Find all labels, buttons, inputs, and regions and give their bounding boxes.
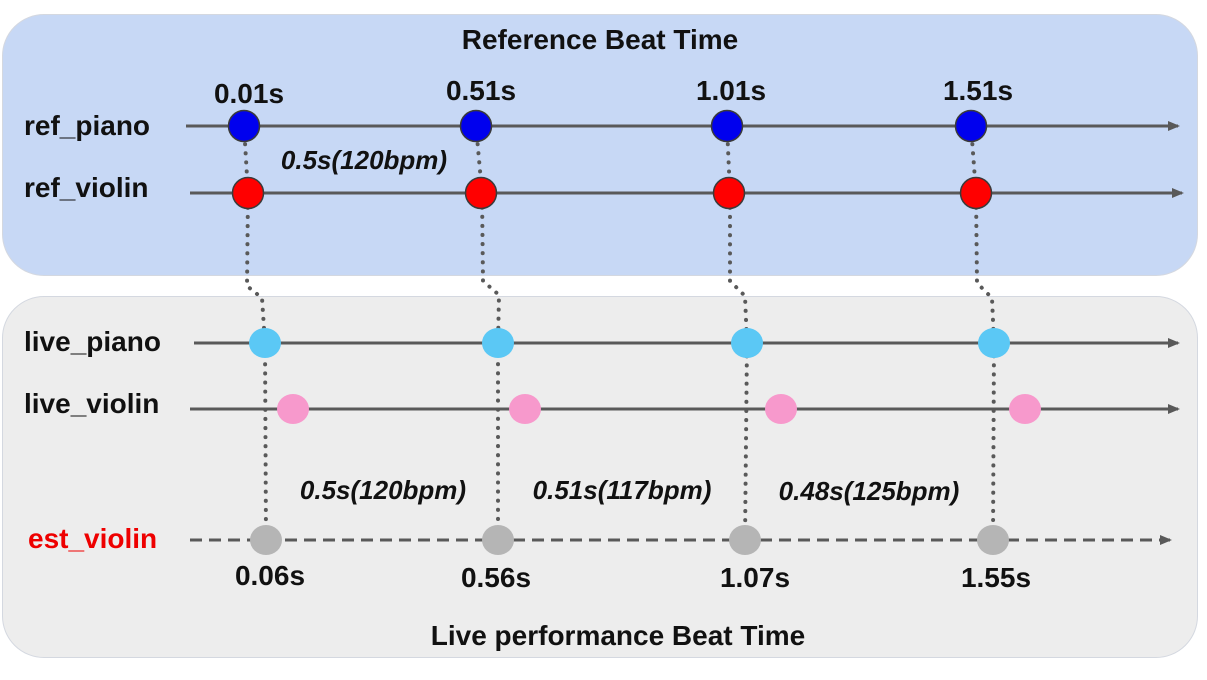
est-violin-beat-dot bbox=[977, 525, 1009, 555]
est-violin-beat-dot bbox=[482, 525, 514, 555]
ref-piano-beat-dot bbox=[227, 109, 261, 143]
ref-piano-beat-dot bbox=[954, 109, 988, 143]
est-beat-time-label: 0.56s bbox=[461, 562, 531, 593]
est-violin-beat-dot bbox=[250, 525, 282, 555]
live-interval-label: 0.48s(125bpm) bbox=[779, 476, 960, 506]
est-beat-time-label: 0.06s bbox=[235, 560, 305, 591]
ref-piano-label: ref_piano bbox=[24, 110, 150, 141]
live-interval-label: 0.51s(117bpm) bbox=[533, 475, 712, 505]
reference-panel-background bbox=[2, 14, 1198, 276]
ref-beat-time-label: 0.51s bbox=[446, 75, 516, 106]
ref-beat-time-label: 1.51s bbox=[943, 75, 1013, 106]
live-piano-beat-dot bbox=[482, 328, 514, 358]
live-violin-beat-dot bbox=[765, 394, 797, 424]
ref-beat-time-label: 1.01s bbox=[696, 75, 766, 106]
ref-piano-beat-dot bbox=[710, 109, 744, 143]
live-violin-beat-dot bbox=[277, 394, 309, 424]
ref-violin-beat-dot bbox=[959, 176, 993, 210]
ref-violin-beat-dot bbox=[464, 176, 498, 210]
ref-beat-time-label: 0.01s bbox=[214, 78, 284, 109]
live-piano-beat-dot bbox=[731, 328, 763, 358]
live-piano-beat-dot bbox=[978, 328, 1010, 358]
live-violin-beat-dot bbox=[509, 394, 541, 424]
live-piano-beat-dot bbox=[249, 328, 281, 358]
live-panel-title: Live performance Beat Time bbox=[431, 620, 806, 651]
ref-violin-label: ref_violin bbox=[24, 172, 148, 203]
live-violin-label: live_violin bbox=[24, 388, 159, 419]
ref-piano-beat-dot bbox=[459, 109, 493, 143]
reference-panel-title: Reference Beat Time bbox=[462, 24, 739, 55]
est-beat-time-label: 1.55s bbox=[961, 562, 1031, 593]
est-beat-time-label: 1.07s bbox=[720, 562, 790, 593]
live-violin-beat-dot bbox=[1009, 394, 1041, 424]
est-violin-beat-dot bbox=[729, 525, 761, 555]
ref-violin-beat-dot bbox=[231, 176, 265, 210]
ref-interval-label: 0.5s(120bpm) bbox=[281, 145, 447, 175]
live-piano-label: live_piano bbox=[24, 326, 161, 357]
live-interval-label: 0.5s(120bpm) bbox=[300, 475, 466, 505]
est-violin-label: est_violin bbox=[28, 523, 157, 554]
ref-violin-beat-dot bbox=[712, 176, 746, 210]
